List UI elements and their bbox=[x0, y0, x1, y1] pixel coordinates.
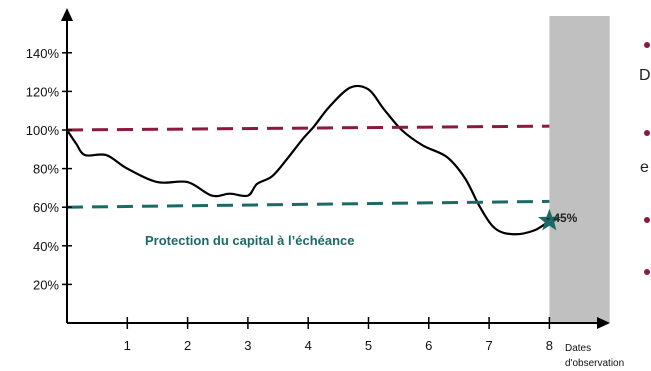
y-tick-label: 100% bbox=[26, 123, 60, 138]
side-bullet-3 bbox=[644, 217, 650, 223]
protection-dashed-line bbox=[66, 199, 550, 209]
side-bullet-2 bbox=[644, 130, 650, 136]
x-tick-label: 3 bbox=[244, 338, 251, 353]
side-text-fragment-2: e bbox=[640, 159, 649, 176]
x-axis-arrow-icon bbox=[597, 317, 610, 329]
upper-dashed-line bbox=[66, 124, 550, 132]
star-marker-icon bbox=[538, 208, 561, 231]
side-bullet-4 bbox=[644, 269, 650, 275]
x-tick-label: 2 bbox=[184, 338, 191, 353]
x-axis-title-line2: d'observation bbox=[565, 358, 624, 369]
side-bullet-1 bbox=[644, 42, 650, 48]
y-tick-label: 80% bbox=[33, 162, 59, 177]
x-tick-label: 1 bbox=[124, 338, 131, 353]
y-tick-label: 60% bbox=[33, 200, 59, 215]
value-curve bbox=[66, 84, 551, 236]
x-axis-title-line1: Dates bbox=[565, 343, 591, 354]
y-tick-label: 20% bbox=[33, 277, 59, 292]
x-tick-label: 4 bbox=[305, 338, 312, 353]
shaded-region bbox=[549, 16, 610, 323]
x-tick-label: 8 bbox=[546, 338, 553, 353]
y-tick-label: 40% bbox=[33, 239, 59, 254]
x-tick-label: 7 bbox=[485, 338, 492, 353]
x-tick-label: 5 bbox=[365, 338, 372, 353]
y-tick-label: 120% bbox=[26, 84, 60, 99]
final-value-label: - 45% bbox=[546, 211, 578, 225]
y-tick-label: 140% bbox=[26, 46, 60, 61]
y-axis-arrow-icon bbox=[61, 8, 73, 21]
protection-annotation: Protection du capital à l’échéance bbox=[145, 233, 355, 248]
x-tick-label: 6 bbox=[425, 338, 432, 353]
side-text-fragment-1: D bbox=[639, 67, 651, 84]
